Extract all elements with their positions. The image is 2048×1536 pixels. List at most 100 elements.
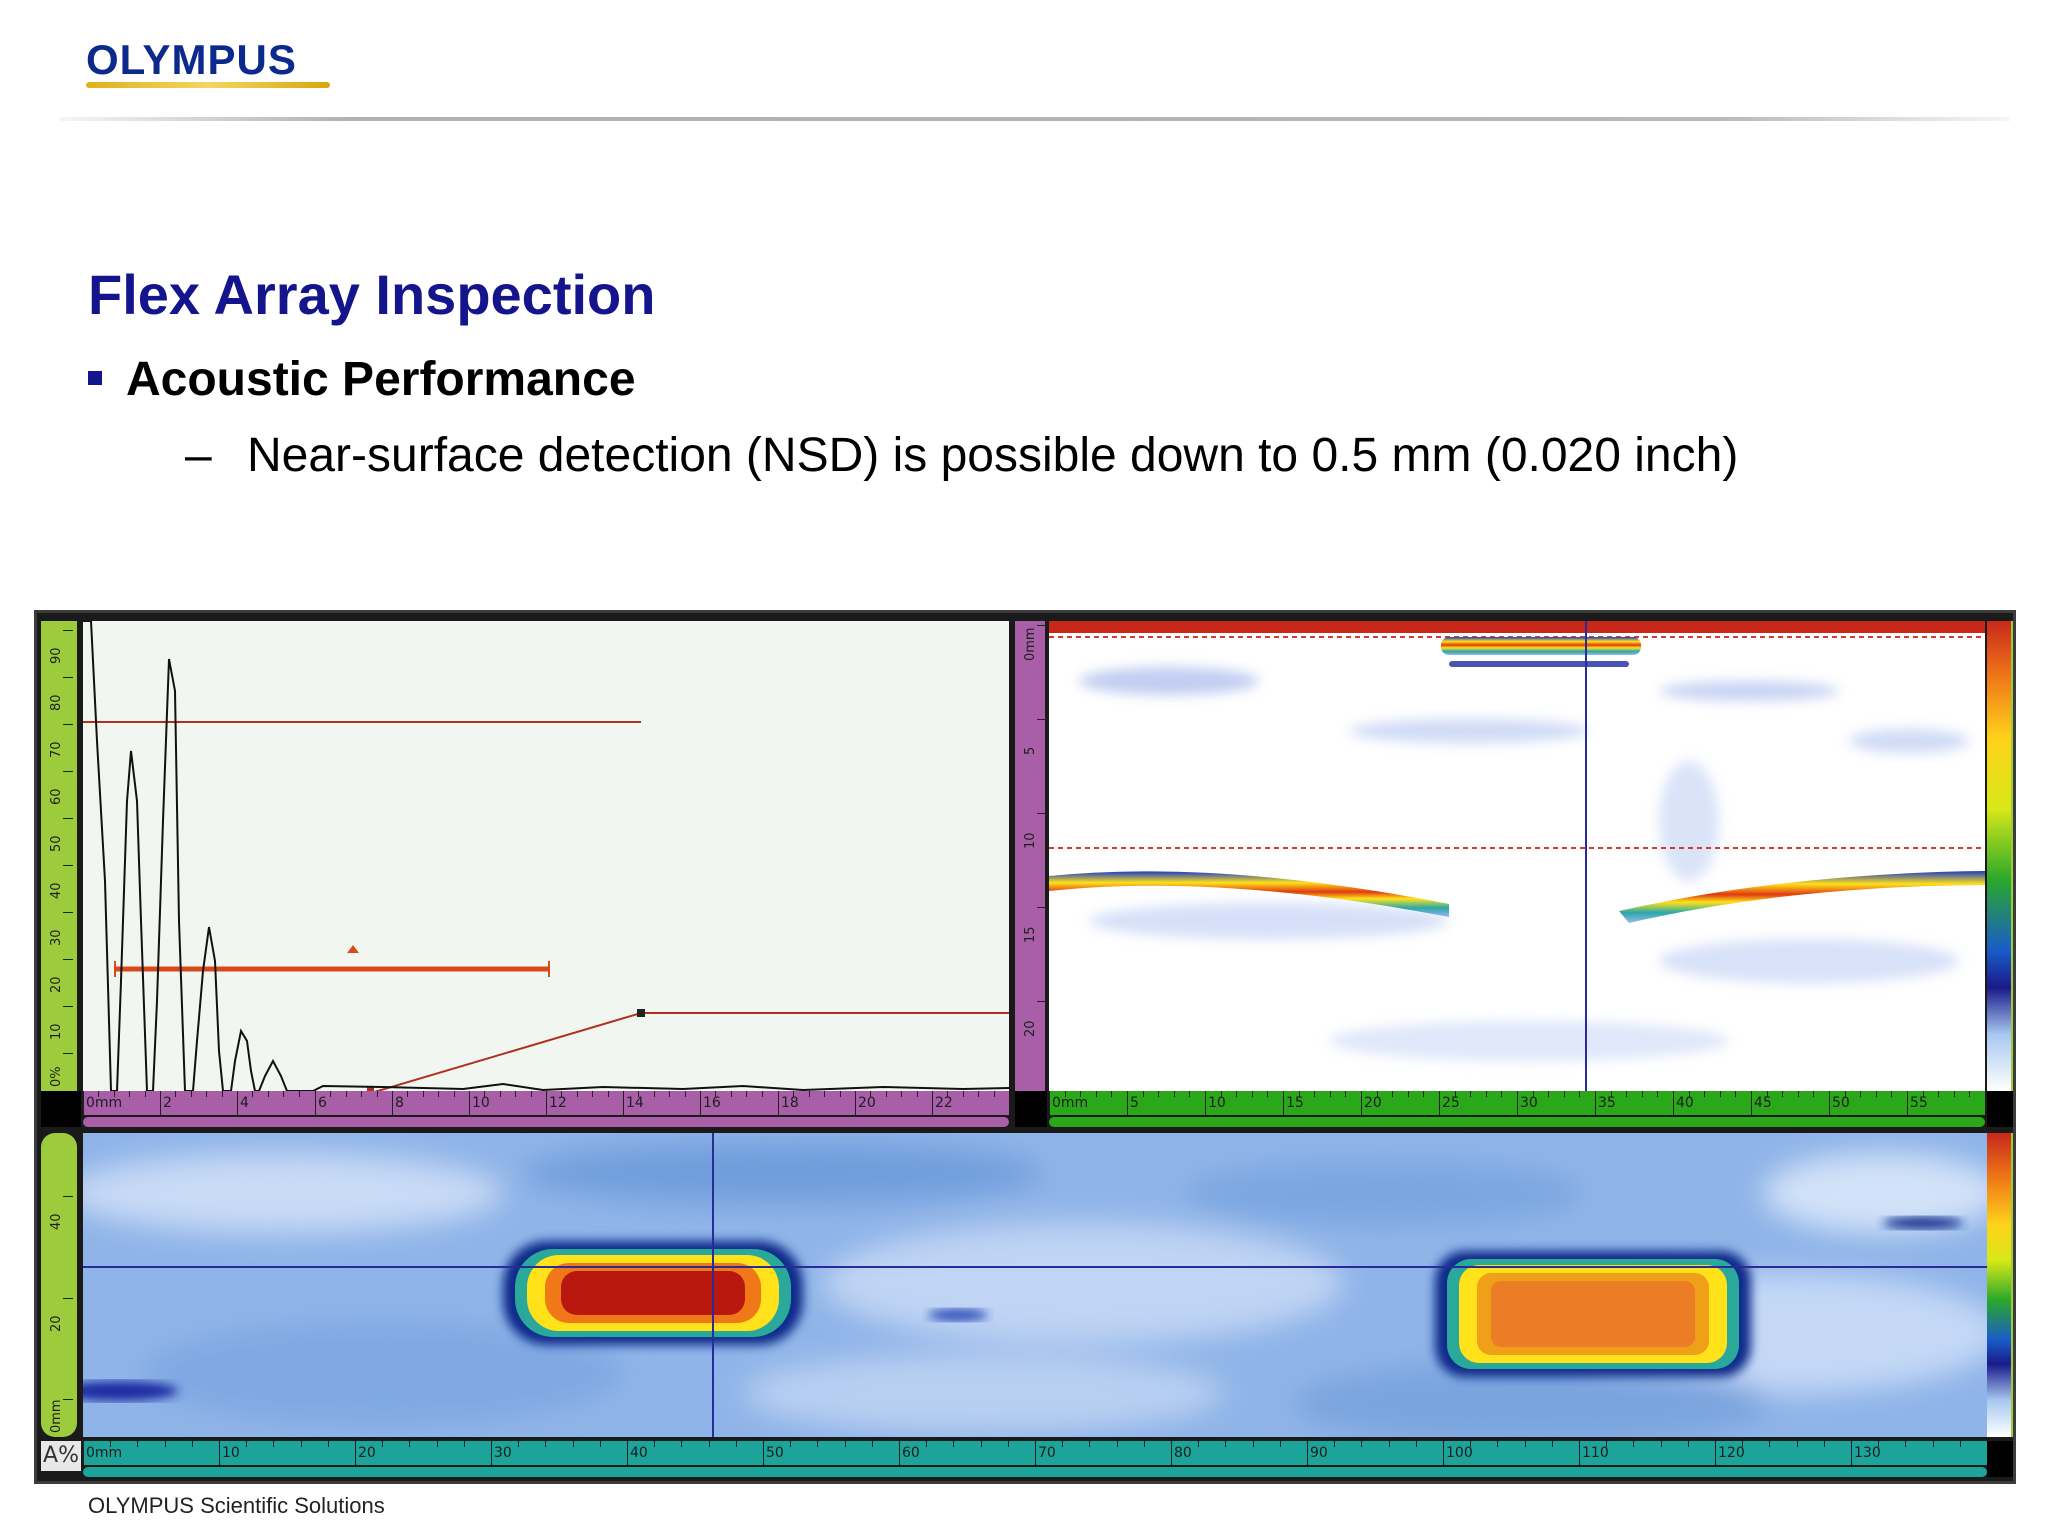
ruler-tick-label: 5 (1023, 746, 1038, 755)
ruler-minor-tick (192, 1441, 193, 1447)
ruler-minor-tick (1117, 1441, 1118, 1447)
ruler-minor-tick (1769, 1441, 1770, 1447)
ruler-tick (1049, 1091, 1050, 1115)
ruler-minor-tick (268, 1091, 269, 1097)
ruler-tick-label: 70 (1038, 1445, 1056, 1461)
bscan-panel[interactable] (1049, 621, 1985, 1091)
ruler-minor-tick (917, 1091, 918, 1097)
ruler-tick (63, 1298, 73, 1299)
ruler-minor-tick (1969, 1091, 1970, 1097)
ruler-tick (763, 1441, 764, 1465)
ruler-minor-tick (1189, 1091, 1190, 1097)
ruler-tick-label: 25 (1442, 1095, 1460, 1111)
ruler-minor-tick (1008, 1441, 1009, 1447)
logo-underline (86, 82, 330, 88)
ruler-minor-tick (561, 1091, 562, 1097)
bscan-corner (1015, 1091, 1047, 1127)
ascan-gate-scroll[interactable] (83, 1117, 1009, 1127)
ruler-minor-tick (608, 1091, 609, 1097)
ruler-minor-tick (709, 1441, 710, 1447)
ruler-tick (1829, 1091, 1830, 1115)
ruler-tick (491, 1441, 492, 1465)
ruler-minor-tick (1334, 1441, 1335, 1447)
cscan-panel[interactable] (83, 1133, 1987, 1437)
ruler-tick (63, 818, 73, 819)
ruler-tick-label: 0mm (1023, 627, 1038, 661)
ruler-tick (546, 1091, 547, 1115)
ruler-minor-tick (1579, 1091, 1580, 1097)
ruler-minor-tick (1143, 1091, 1144, 1097)
ruler-minor-tick (137, 1441, 138, 1447)
ascan-gate-marker[interactable] (347, 945, 359, 953)
ruler-minor-tick (515, 1091, 516, 1097)
ruler-tick-label: 2 (163, 1095, 172, 1111)
ruler-minor-tick (1891, 1091, 1892, 1097)
ruler-minor-tick (454, 1091, 455, 1097)
ascan-tcg-curve (374, 1012, 1009, 1091)
bscan-corner-right (1987, 1091, 2013, 1127)
ruler-tick-label: 60 (49, 788, 64, 805)
ruler-tick-label: 6 (318, 1095, 327, 1111)
ruler-tick (1035, 1441, 1036, 1465)
ruler-minor-tick (1330, 1091, 1331, 1097)
cscan-small-feature-1 (83, 1381, 178, 1401)
ruler-minor-tick (273, 1441, 274, 1447)
ruler-tick (63, 1399, 73, 1400)
ruler-minor-tick (129, 1091, 130, 1097)
ruler-minor-tick (1845, 1091, 1846, 1097)
ruler-tick-label: 80 (49, 694, 64, 711)
ruler-minor-tick (817, 1441, 818, 1447)
ruler-minor-tick (1552, 1441, 1553, 1447)
ruler-tick-label: 15 (1286, 1095, 1304, 1111)
ruler-minor-tick (1767, 1091, 1768, 1097)
ruler-tick (1205, 1091, 1206, 1115)
ruler-minor-tick (531, 1091, 532, 1097)
ascan-corner (41, 1091, 81, 1127)
ruler-tick-label: 20 (1023, 1020, 1038, 1037)
ruler-minor-tick (1798, 1091, 1799, 1097)
ruler-tick (63, 1006, 73, 1007)
ruler-tick-label: 20 (49, 976, 64, 993)
ruler-minor-tick (252, 1091, 253, 1097)
ruler-minor-tick (545, 1441, 546, 1447)
cscan-color-palette (1987, 1133, 2011, 1437)
ruler-tick-label: 10 (472, 1095, 490, 1111)
ruler-minor-tick (681, 1441, 682, 1447)
ascan-amplitude-ruler: 0% 10 20 30 40 50 60 70 80 90 (41, 621, 77, 1091)
ruler-tick (700, 1091, 701, 1115)
ruler-tick (932, 1091, 933, 1115)
ruler-minor-tick (577, 1091, 578, 1097)
ascan-tcg-point[interactable] (637, 1009, 645, 1017)
ruler-minor-tick (1633, 1441, 1634, 1447)
ruler-minor-tick (870, 1091, 871, 1097)
ruler-minor-tick (1267, 1091, 1268, 1097)
ruler-tick (63, 912, 73, 913)
ruler-minor-tick (1198, 1441, 1199, 1447)
bullet-1-text: Acoustic Performance (126, 353, 636, 406)
ruler-tick-label: 55 (1910, 1095, 1928, 1111)
ruler-tick (1283, 1091, 1284, 1115)
cscan-y-ruler: 0mm 20 40 (41, 1133, 77, 1437)
ruler-tick-label: 130 (1854, 1445, 1881, 1461)
ascan-tcg-origin[interactable] (367, 1087, 374, 1091)
slide-title: Flex Array Inspection (88, 263, 656, 326)
ascan-panel[interactable] (83, 621, 1009, 1091)
ruler-minor-tick (1689, 1091, 1690, 1097)
ruler-minor-tick (1813, 1091, 1814, 1097)
ruler-minor-tick (110, 1441, 111, 1447)
ruler-tick (355, 1441, 356, 1465)
ruler-minor-tick (382, 1441, 383, 1447)
ruler-tick (1037, 813, 1047, 814)
ruler-minor-tick (191, 1091, 192, 1097)
bscan-scroll[interactable] (1049, 1117, 1985, 1127)
ruler-minor-tick (1782, 1091, 1783, 1097)
ruler-minor-tick (1389, 1441, 1390, 1447)
ruler-minor-tick (824, 1091, 825, 1097)
ruler-minor-tick (600, 1441, 601, 1447)
ruler-tick (1037, 625, 1047, 626)
ruler-minor-tick (145, 1091, 146, 1097)
bscan-nsd-echo (1449, 661, 1629, 667)
cscan-scroll[interactable] (83, 1467, 1987, 1477)
ruler-minor-tick (175, 1091, 176, 1097)
ruler-tick-label: 80 (1174, 1445, 1192, 1461)
